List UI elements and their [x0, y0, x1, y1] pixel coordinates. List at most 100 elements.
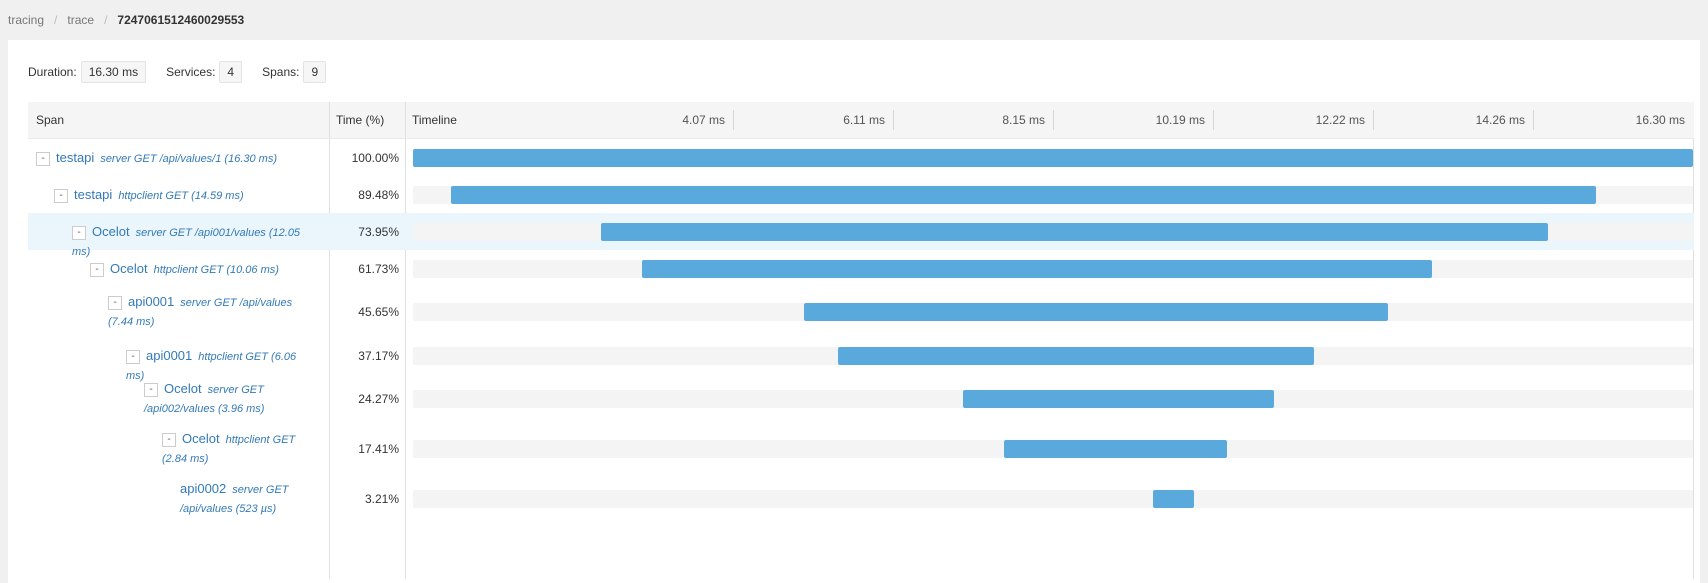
timeline-tick-label: 12.22 ms — [1315, 113, 1365, 127]
span-operation: server GET /api002/values (3.96 ms) — [144, 384, 265, 415]
span-row[interactable]: - Ocelot httpclient GET (10.06 ms) 61.73% — [28, 250, 1694, 287]
span-duration-bar[interactable] — [963, 390, 1275, 408]
table-header: Span Time (%) Timeline 4.07 ms 6.11 ms 8.1… — [28, 102, 1694, 139]
spans-stat: Spans: 9 — [262, 61, 327, 83]
time-column-header: Time (%) — [336, 113, 385, 127]
span-operation: httpclient GET (10.06 ms) — [153, 264, 279, 276]
span-operation: httpclient GET (6.06 ms) — [126, 351, 297, 382]
span-operation: httpclient GET (2.84 ms) — [162, 434, 296, 465]
span-row[interactable]: - api0001 server GET /api/values (7.44 ms)… — [28, 287, 1694, 337]
timeline-track — [413, 390, 1693, 408]
duration-label: Duration: — [28, 65, 77, 79]
span-name-cell: - Ocelot httpclient GET (2.84 ms) — [28, 430, 318, 468]
collapse-toggle[interactable]: - — [54, 188, 68, 203]
column-divider — [329, 102, 330, 138]
span-name-cell: - api0001 httpclient GET (6.06 ms) — [28, 347, 318, 385]
span-duration-bar[interactable] — [1003, 440, 1227, 458]
timeline-tick-label: 8.15 ms — [1002, 113, 1045, 127]
column-divider — [405, 102, 406, 138]
span-row[interactable]: api0002 server GET /api/values (523 µs) 3.… — [28, 474, 1694, 524]
span-column-header: Span — [36, 113, 65, 127]
breadcrumb-tracing[interactable]: tracing — [8, 13, 45, 27]
span-service-link[interactable]: api0002 — [180, 481, 227, 496]
span-row[interactable]: - testapi httpclient GET (14.59 ms) 89.48% — [28, 176, 1694, 213]
span-time-percent: 45.65% — [358, 305, 399, 319]
collapse-toggle[interactable]: - — [126, 349, 140, 364]
breadcrumb-separator: / — [54, 13, 58, 27]
span-table: Span Time (%) Timeline 4.07 ms 6.11 ms 8.1… — [28, 102, 1694, 579]
table-body: - testapi server GET /api/values/1 (16.30 … — [28, 139, 1694, 579]
span-duration-bar[interactable] — [837, 346, 1314, 365]
span-duration-bar[interactable] — [804, 303, 1389, 321]
timeline-tick-label: 6.11 ms — [843, 113, 885, 127]
span-time-percent: 24.27% — [358, 392, 399, 406]
breadcrumb-separator: / — [104, 13, 108, 27]
timeline-track — [413, 222, 1693, 241]
span-name-cell: - testapi httpclient GET (14.59 ms) — [28, 186, 318, 205]
column-divider — [329, 139, 330, 579]
spans-badge: 9 — [303, 61, 327, 83]
span-time-percent: 37.17% — [358, 348, 399, 363]
span-operation: server GET /api/values (7.44 ms) — [108, 297, 293, 328]
collapse-toggle[interactable]: - — [90, 262, 104, 277]
span-operation: server GET /api/values/1 (16.30 ms) — [100, 153, 277, 165]
timeline-tick-label: 14.26 ms — [1475, 113, 1525, 127]
span-service-link[interactable]: Ocelot — [92, 224, 130, 239]
span-operation: server GET /api/values (523 µs) — [180, 484, 289, 515]
trace-stats: Duration: 16.30 ms Services: 4 Spans: 9 — [28, 60, 346, 84]
timeline-column-header: Timeline — [412, 113, 457, 127]
column-divider — [405, 139, 406, 579]
span-service-link[interactable]: Ocelot — [182, 431, 220, 446]
span-operation: server GET /api001/values (12.05 ms) — [72, 227, 301, 258]
trace-panel: Duration: 16.30 ms Services: 4 Spans: 9 … — [8, 40, 1700, 583]
span-duration-bar[interactable] — [1152, 490, 1194, 508]
span-duration-bar[interactable] — [450, 185, 1597, 204]
span-name-cell: - testapi server GET /api/values/1 (16.30 … — [28, 149, 318, 168]
span-name-cell: - Ocelot server GET /api002/values (3.96 m… — [28, 380, 318, 418]
span-service-link[interactable]: api0001 — [146, 348, 193, 363]
timeline-tick-line — [1053, 110, 1054, 130]
timeline-track — [413, 185, 1693, 204]
span-duration-bar[interactable] — [601, 222, 1548, 241]
span-row[interactable]: - api0001 httpclient GET (6.06 ms) 37.17% — [28, 337, 1694, 382]
timeline-tick-line — [1533, 110, 1534, 130]
collapse-toggle[interactable]: - — [144, 382, 158, 397]
span-name-cell: - Ocelot server GET /api001/values (12.05 … — [28, 223, 318, 261]
collapse-toggle[interactable]: - — [108, 295, 122, 310]
span-time-percent: 100.00% — [351, 150, 399, 165]
timeline-tick-label: 10.19 ms — [1155, 113, 1205, 127]
duration-badge: 16.30 ms — [80, 61, 147, 83]
span-name-cell: api0002 server GET /api/values (523 µs) — [28, 480, 318, 518]
span-service-link[interactable]: testapi — [56, 150, 95, 165]
timeline-tick-label: 4.07 ms — [682, 113, 725, 127]
span-row[interactable]: - Ocelot server GET /api001/values (12.05 … — [28, 213, 1694, 258]
timeline-tick-line — [1373, 110, 1374, 130]
span-row[interactable]: - Ocelot httpclient GET (2.84 ms) 17.41% — [28, 424, 1694, 474]
span-row[interactable]: - Ocelot server GET /api002/values (3.96 m… — [28, 374, 1694, 424]
span-time-percent: 89.48% — [358, 187, 399, 202]
spans-label: Spans: — [262, 65, 300, 79]
timeline-tick-label: 16.30 ms — [1635, 113, 1685, 127]
span-duration-bar[interactable] — [642, 259, 1433, 278]
span-duration-bar[interactable] — [413, 148, 1693, 167]
timeline-track — [413, 346, 1693, 365]
span-time-percent: 73.95% — [358, 224, 399, 239]
span-service-link[interactable]: Ocelot — [164, 381, 202, 396]
timeline-track — [413, 440, 1693, 458]
span-service-link[interactable]: testapi — [74, 187, 113, 202]
collapse-toggle[interactable]: - — [72, 225, 86, 240]
services-badge: 4 — [219, 61, 243, 83]
timeline-tick-line — [733, 110, 734, 130]
span-service-link[interactable]: Ocelot — [110, 261, 148, 276]
collapse-toggle[interactable]: - — [36, 151, 50, 166]
span-row[interactable]: - testapi server GET /api/values/1 (16.30 … — [28, 139, 1694, 176]
timeline-tick-line — [893, 110, 894, 130]
services-label: Services: — [166, 65, 216, 79]
duration-stat: Duration: 16.30 ms — [28, 61, 147, 83]
span-service-link[interactable]: api0001 — [128, 294, 175, 309]
timeline-tick-line — [1213, 110, 1214, 130]
span-operation: httpclient GET (14.59 ms) — [118, 190, 244, 202]
span-name-cell: - Ocelot httpclient GET (10.06 ms) — [28, 260, 318, 279]
breadcrumb-trace[interactable]: trace — [67, 13, 95, 27]
collapse-toggle[interactable]: - — [162, 432, 176, 447]
